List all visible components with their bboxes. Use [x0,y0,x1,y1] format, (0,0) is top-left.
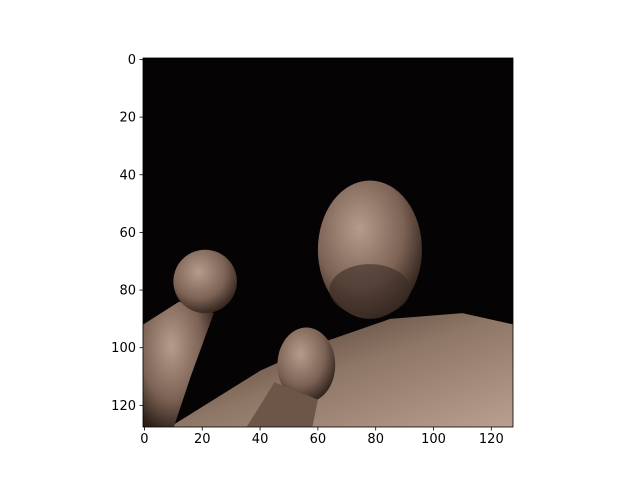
y-tick-label: 40 [119,168,136,183]
axes-frame [142,57,514,428]
x-tick-label: 40 [252,432,269,447]
x-tick-label: 100 [421,432,446,447]
y-tick-label: 100 [111,341,136,356]
beard [329,264,411,317]
x-tick-label: 0 [140,432,148,447]
y-tick-label: 0 [128,53,136,68]
x-tick-label: 20 [194,432,211,447]
arm [143,301,214,427]
y-tick-label: 60 [119,226,136,241]
fist [173,249,237,314]
x-tick-label: 60 [310,432,327,447]
forearm [246,382,318,427]
x-tick-label: 80 [367,432,384,447]
y-tick-label: 80 [119,284,136,299]
x-tick-label: 120 [479,432,504,447]
shoulders [169,313,513,427]
fist [277,327,336,403]
y-tick-label: 120 [111,399,136,414]
y-tick-label: 20 [119,111,136,126]
image [143,58,513,427]
